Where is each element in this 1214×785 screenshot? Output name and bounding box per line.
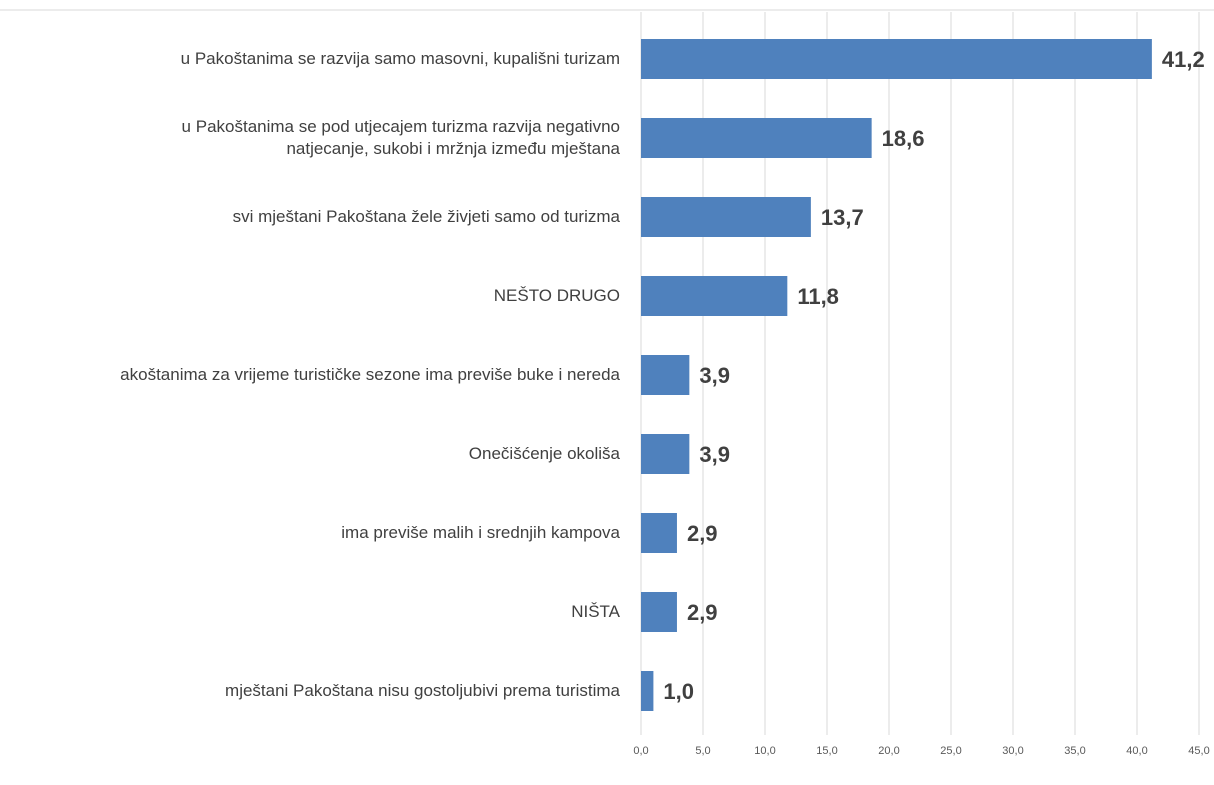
value-label: 13,7 bbox=[821, 205, 864, 230]
bar bbox=[641, 39, 1152, 79]
y-tick-label: akoštanima za vrijeme turističke sezone … bbox=[120, 365, 620, 384]
x-tick-label: 10,0 bbox=[754, 745, 775, 757]
y-tick-label: u Pakoštanima se razvija samo masovni, k… bbox=[180, 49, 620, 68]
x-tick-label: 20,0 bbox=[878, 745, 899, 757]
y-tick-label: u Pakoštanima se pod utjecajem turizma r… bbox=[181, 117, 620, 158]
x-tick-label: 25,0 bbox=[940, 745, 961, 757]
value-label: 2,9 bbox=[687, 600, 718, 625]
y-tick-label: Onečišćenje okoliša bbox=[468, 444, 620, 463]
y-tick-label: mještani Pakoštana nisu gostoljubivi pre… bbox=[225, 681, 620, 700]
value-label: 1,0 bbox=[663, 679, 694, 704]
y-tick-label: NEŠTO DRUGO bbox=[493, 286, 620, 305]
x-tick-label: 40,0 bbox=[1126, 745, 1147, 757]
bar bbox=[641, 671, 654, 711]
x-tick-label: 0,0 bbox=[633, 745, 648, 757]
value-label: 3,9 bbox=[699, 363, 730, 388]
value-label: 2,9 bbox=[687, 521, 718, 546]
bar bbox=[641, 197, 811, 237]
bar bbox=[641, 276, 788, 316]
bar bbox=[641, 434, 690, 474]
bar bbox=[641, 513, 677, 553]
x-tick-label: 5,0 bbox=[695, 745, 710, 757]
x-tick-label: 35,0 bbox=[1064, 745, 1085, 757]
value-label: 41,2 bbox=[1162, 47, 1205, 72]
x-tick-label: 15,0 bbox=[816, 745, 837, 757]
bar bbox=[641, 592, 677, 632]
bar bbox=[641, 118, 872, 158]
bar bbox=[641, 355, 690, 395]
x-tick-label: 30,0 bbox=[1002, 745, 1023, 757]
y-tick-label: svi mještani Pakoštana žele živjeti samo… bbox=[232, 207, 620, 226]
y-tick-label: NIŠTA bbox=[571, 602, 620, 621]
value-label: 18,6 bbox=[882, 126, 925, 151]
y-tick-label: ima previše malih i srednjih kampova bbox=[341, 523, 620, 542]
value-label: 11,8 bbox=[797, 284, 839, 309]
x-tick-label: 45,0 bbox=[1188, 745, 1209, 757]
value-label: 3,9 bbox=[699, 442, 730, 467]
